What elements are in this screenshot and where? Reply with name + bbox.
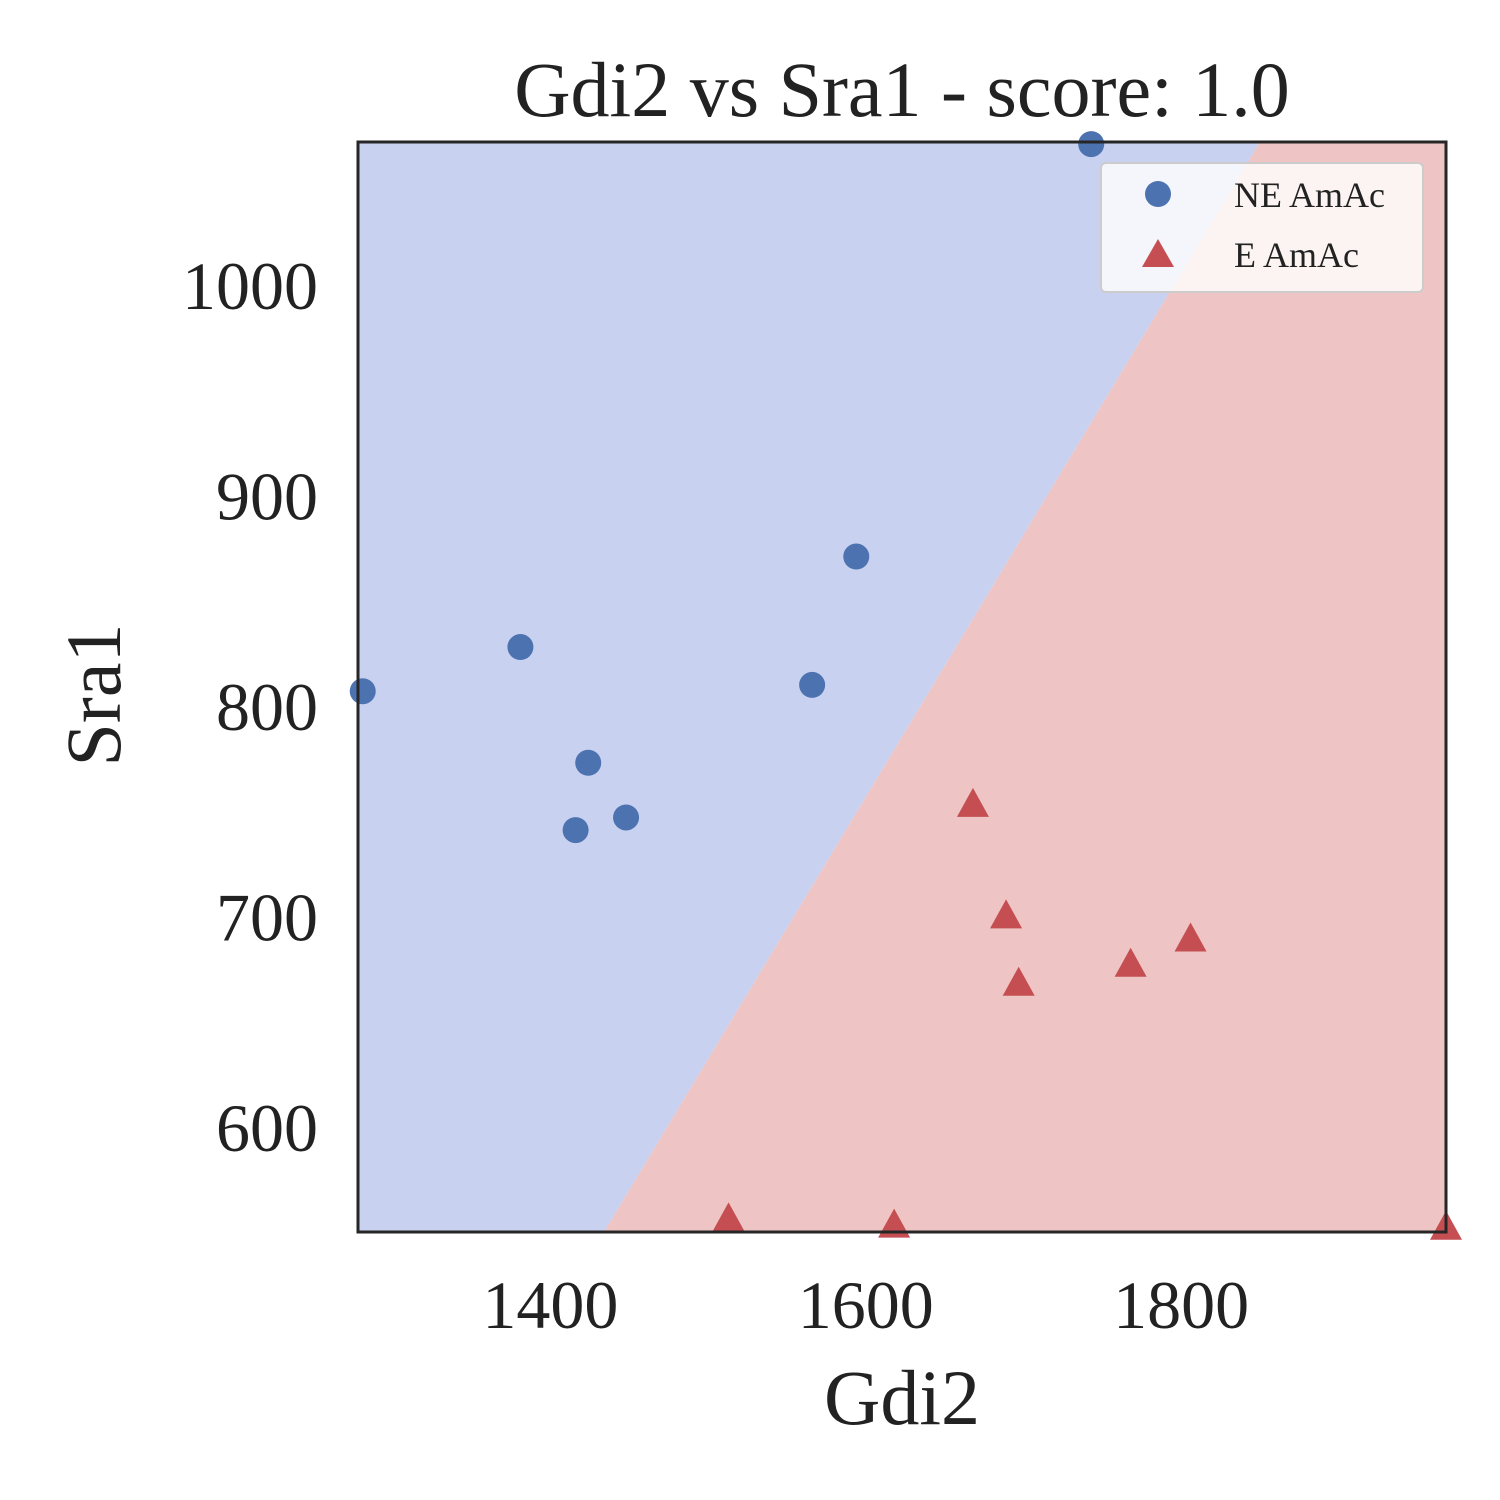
x-tick-label-1600: 1600	[798, 1267, 934, 1343]
ne-amac-point-3	[562, 817, 589, 844]
legend-label-e-amac: E AmAc	[1234, 235, 1359, 275]
x-tick-label-1400: 1400	[482, 1267, 618, 1343]
y-axis-ticks: 600 700 800 900 1000	[182, 248, 318, 1166]
e-amac-point-6	[1174, 922, 1207, 952]
y-tick-label-900: 900	[216, 459, 318, 535]
x-axis-label: Gdi2	[824, 1354, 980, 1441]
ne-amac-point-4	[613, 804, 640, 831]
region-e-amac	[603, 142, 1446, 1232]
y-tick-label-600: 600	[216, 1090, 318, 1166]
y-tick-label-700: 700	[216, 879, 318, 955]
e-amac-point-1	[878, 1208, 911, 1238]
plot-frame	[356, 140, 1448, 1234]
ne-amac-point-0	[349, 678, 376, 705]
x-axis-ticks: 1400 1600 1800	[482, 1267, 1249, 1343]
ne-amac-point-2	[575, 749, 602, 776]
e-amac-point-0	[712, 1202, 745, 1232]
e-amac-point-3	[990, 899, 1023, 929]
legend: NE AmAc E AmAc	[1100, 162, 1424, 293]
x-tick-label-1800: 1800	[1113, 1267, 1249, 1343]
y-tick-label-1000: 1000	[182, 248, 318, 324]
decision-regions	[358, 142, 1446, 1232]
y-tick-label-800: 800	[216, 669, 318, 745]
e-amac-point-4	[1002, 966, 1035, 996]
scatter-points	[349, 131, 1462, 1240]
e-amac-point-5	[1114, 947, 1147, 977]
ne-amac-point-1	[507, 634, 534, 661]
legend-label-ne-amac: NE AmAc	[1234, 175, 1385, 215]
legend-marker-e-amac	[1142, 239, 1174, 267]
ne-amac-point-6	[843, 543, 870, 570]
legend-box	[1100, 162, 1424, 293]
legend-marker-ne-amac	[1145, 181, 1171, 207]
ne-amac-point-5	[799, 671, 826, 698]
ne-amac-point-7	[1078, 131, 1105, 158]
y-axis-label: Sra1	[50, 624, 137, 767]
chart-title: Gdi2 vs Sra1 - score: 1.0	[514, 46, 1290, 133]
e-amac-point-2	[956, 787, 989, 817]
